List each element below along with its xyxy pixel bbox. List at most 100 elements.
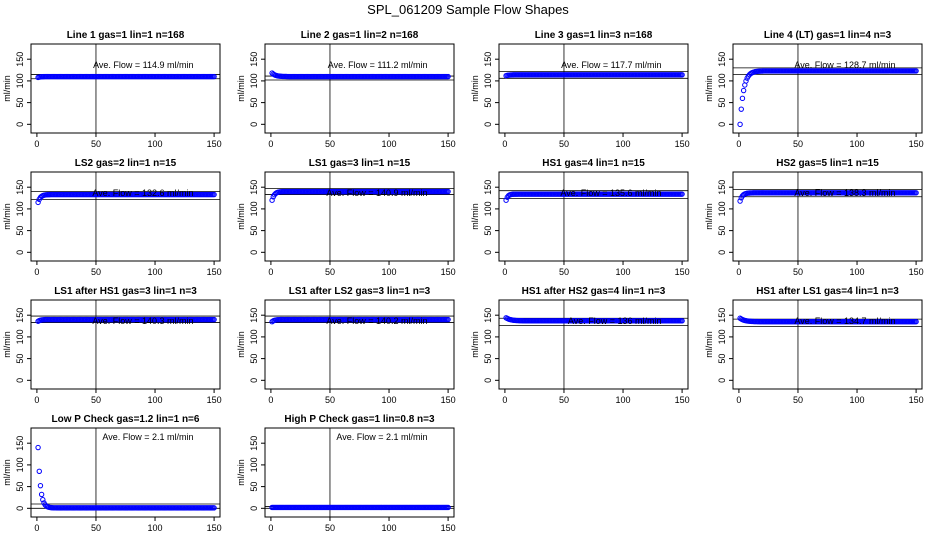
data-point — [739, 95, 746, 102]
y-tick-label: 150 — [483, 180, 493, 195]
x-tick-label: 100 — [148, 523, 163, 533]
data-point — [679, 72, 685, 78]
data-point — [737, 198, 743, 204]
plot-frame — [30, 299, 221, 390]
x-tick-label: 150 — [441, 139, 456, 149]
y-tick-label: 0 — [15, 122, 25, 127]
y-tick-label: 150 — [249, 436, 259, 451]
x-tick-label: 50 — [91, 395, 101, 405]
y-tick-label: 150 — [483, 308, 493, 323]
panel-3: Line 3 gas=1 lin=3 n=168 0 50 100 150 0 50 100 1… — [470, 30, 690, 149]
data-point — [679, 318, 685, 324]
data-point — [445, 188, 451, 195]
data-point — [913, 68, 919, 74]
data-point — [211, 73, 217, 80]
y-axis-label: ml/min — [470, 331, 480, 358]
x-tick-label: 150 — [909, 139, 924, 149]
ave-flow-label: Ave. Flow = 140.3 ml/min — [92, 316, 193, 326]
data-point — [35, 444, 41, 451]
y-tick-label: 100 — [717, 73, 727, 88]
ave-flow-label: Ave. Flow = 138.3 ml/min — [794, 188, 895, 198]
plot-frame — [732, 171, 923, 262]
y-tick-label: 50 — [15, 482, 25, 492]
data-point — [679, 191, 685, 197]
figure-title: SPL_061209 Sample Flow Shapes — [367, 2, 569, 17]
y-tick-label: 100 — [249, 329, 259, 344]
y-tick-label: 0 — [249, 506, 259, 511]
panel-9: LS1 after HS1 gas=3 lin=1 n=3 0 50 100 150 0 5… — [2, 286, 222, 405]
y-tick-label: 100 — [717, 329, 727, 344]
data-point — [737, 121, 743, 128]
panel-title: LS1 gas=3 lin=1 n=15 — [309, 158, 411, 169]
ave-flow-label: Ave. Flow = 132.6 ml/min — [92, 188, 193, 198]
x-tick-label: 100 — [148, 139, 163, 149]
panel-title: Low P Check gas=1.2 lin=1 n=6 — [52, 414, 200, 425]
y-tick-label: 0 — [249, 250, 259, 255]
panel-title: HS1 gas=4 lin=1 n=15 — [542, 158, 645, 169]
y-axis-label: ml/min — [704, 75, 714, 102]
y-tick-label: 100 — [249, 457, 259, 472]
y-axis-label: ml/min — [2, 203, 12, 230]
panel-2: Line 2 gas=1 lin=2 n=168 0 50 100 150 0 50 100 1… — [236, 30, 456, 149]
y-tick-label: 50 — [249, 226, 259, 236]
x-tick-label: 100 — [850, 395, 865, 405]
y-axis-label: ml/min — [2, 459, 12, 486]
x-tick-label: 150 — [675, 267, 690, 277]
plot-frame — [30, 427, 221, 518]
x-tick-label: 150 — [207, 523, 222, 533]
y-tick-label: 0 — [249, 122, 259, 127]
y-tick-label: 50 — [249, 354, 259, 364]
data-point — [269, 197, 275, 203]
data-point — [35, 199, 41, 206]
x-tick-label: 50 — [91, 267, 101, 277]
y-axis-label: ml/min — [236, 203, 246, 230]
y-tick-label: 150 — [15, 436, 25, 451]
x-tick-label: 150 — [207, 395, 222, 405]
y-tick-label: 150 — [717, 52, 727, 67]
y-tick-label: 0 — [717, 378, 727, 383]
y-tick-label: 150 — [249, 52, 259, 67]
x-tick-label: 50 — [793, 395, 803, 405]
panel-13: Low P Check gas=1.2 lin=1 n=6 0 50 100 150 0 5… — [2, 414, 222, 533]
panel-10: LS1 after LS2 gas=3 lin=1 n=3 0 50 100 150 0 5… — [236, 286, 456, 405]
x-tick-label: 0 — [736, 267, 741, 277]
panel-5: LS2 gas=2 lin=1 n=150 50 100 150050100150ml… — [2, 158, 222, 277]
x-tick-label: 50 — [325, 267, 335, 277]
y-tick-label: 100 — [483, 201, 493, 216]
y-tick-label: 150 — [15, 308, 25, 323]
panel-6: LS1 gas=3 lin=1 n=150 50 100 150050100150ml… — [236, 158, 456, 277]
ave-flow-label: Ave. Flow = 134.7 ml/min — [794, 316, 895, 326]
x-tick-label: 50 — [559, 139, 569, 149]
data-point — [503, 197, 509, 203]
y-axis-label: ml/min — [2, 331, 12, 358]
panel-title: HS2 gas=5 lin=1 n=15 — [776, 158, 879, 169]
data-point — [445, 316, 451, 323]
panel-11: HS1 after HS2 gas=4 lin=1 n=3 0 50 100 150 0 5… — [470, 286, 690, 405]
x-tick-label: 0 — [34, 395, 39, 405]
x-tick-label: 50 — [793, 139, 803, 149]
ave-flow-label: Ave. Flow = 135.6 ml/min — [560, 188, 661, 198]
y-tick-label: 0 — [483, 250, 493, 255]
y-tick-label: 150 — [15, 180, 25, 195]
plot-frame — [264, 299, 455, 390]
y-tick-label: 50 — [249, 482, 259, 492]
plot-frame — [30, 43, 221, 134]
panel-title: LS1 after HS1 gas=3 lin=1 n=3 — [54, 286, 197, 297]
panel-1: Line 1 gas=1 lin=1 n=168 0 50 100 150 0 50 100 1… — [2, 30, 222, 149]
data-point — [913, 190, 919, 196]
x-tick-label: 100 — [148, 395, 163, 405]
plot-frame — [498, 299, 689, 390]
ave-flow-label: Ave. Flow = 117.7 ml/min — [561, 60, 661, 70]
x-tick-label: 50 — [559, 395, 569, 405]
ave-flow-label: Ave. Flow = 2.1 ml/min — [102, 432, 193, 442]
x-tick-label: 0 — [268, 267, 273, 277]
data-point — [211, 191, 217, 198]
y-tick-label: 150 — [15, 52, 25, 67]
y-axis-label: ml/min — [236, 459, 246, 486]
y-tick-label: 50 — [483, 98, 493, 108]
panel-12: HS1 after LS1 gas=4 lin=1 n=3 0 50 100 150 0 5… — [704, 286, 924, 405]
y-axis-label: ml/min — [470, 75, 480, 102]
y-tick-label: 100 — [483, 329, 493, 344]
y-tick-label: 150 — [249, 308, 259, 323]
panel-title: Line 3 gas=1 lin=3 n=168 — [535, 30, 653, 41]
